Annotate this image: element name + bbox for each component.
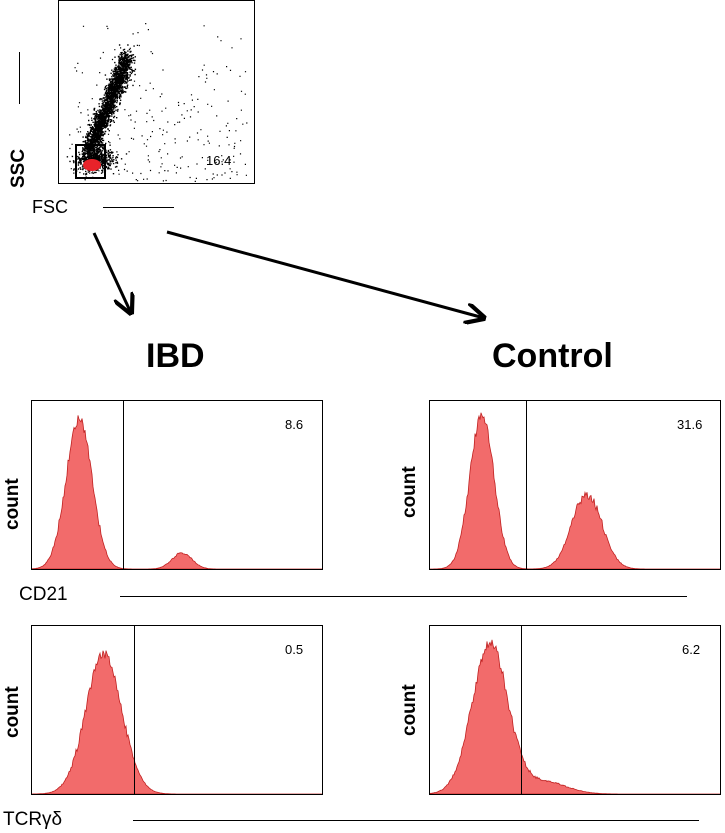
histogram-cd21-control-area (430, 412, 720, 569)
histogram-tcrgd-control-area (430, 639, 720, 794)
gating-arrows (92, 230, 725, 330)
histogram-cd21-ibd: 8.6 (31, 400, 323, 570)
gate-value-cd21-control: 31.6 (677, 417, 703, 432)
gate-line-tcrgd-control (521, 626, 522, 794)
histogram-tcrgd-control: 6.2 (429, 625, 721, 795)
gate-line-cd21-control (526, 401, 527, 569)
gate-line-tcrgd-ibd (134, 626, 135, 794)
histogram-cd21-ibd-curve (32, 415, 322, 569)
group-title-ibd: IBD (146, 337, 205, 375)
cd21-axis-label: CD21 (19, 584, 68, 605)
fsc-ssc-scatter-plot: 16.4 (58, 0, 255, 184)
count-label-tcrgd-control: count (399, 684, 420, 736)
ssc-axis-line (19, 52, 20, 104)
fsc-axis-line (103, 207, 174, 208)
gate-line-cd21-ibd (123, 401, 124, 569)
histogram-tcrgd-ibd: 0.5 (31, 625, 323, 795)
tcrgd-axis-label: TCRγδ (3, 809, 63, 830)
count-label-cd21-control: count (399, 466, 420, 518)
gate-value-cd21-ibd: 8.6 (285, 417, 304, 432)
group-title-control: Control (492, 337, 613, 375)
count-label-tcrgd-ibd: count (2, 686, 23, 738)
scatter-gate-value: 16.4 (206, 153, 232, 168)
histogram-tcrgd-ibd-curve (32, 650, 322, 794)
fsc-axis-label: FSC (32, 197, 68, 217)
scatter-points (66, 23, 248, 182)
tcrgd-axis-line (133, 820, 699, 821)
arrow-to-control (166, 230, 484, 318)
histogram-cd21-control-curve (430, 412, 720, 569)
histogram-cd21-ibd-area (32, 415, 322, 569)
count-label-cd21-ibd: count (2, 478, 23, 530)
histogram-tcrgd-ibd-area (32, 650, 322, 794)
gated-population (83, 159, 101, 171)
histogram-tcrgd-control-curve (430, 639, 720, 794)
lymphocyte-gate (75, 144, 106, 179)
histogram-cd21-control: 31.6 (429, 400, 721, 570)
arrow-to-ibd (92, 232, 131, 313)
gate-value-tcrgd-control: 6.2 (682, 642, 701, 657)
gate-value-tcrgd-ibd: 0.5 (285, 642, 304, 657)
cd21-axis-line (120, 596, 687, 597)
